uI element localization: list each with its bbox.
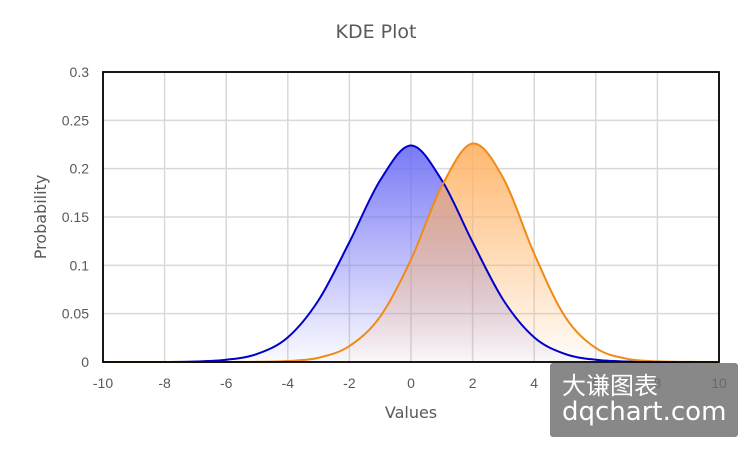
chart-title: KDE Plot: [336, 21, 417, 43]
x-tick-label: 2: [469, 375, 477, 391]
x-tick-label: 4: [530, 375, 538, 391]
y-tick-label: 0.1: [70, 257, 90, 273]
y-tick-label: 0.15: [62, 209, 89, 225]
x-tick-label: -6: [220, 375, 233, 391]
x-axis-title: Values: [385, 403, 437, 422]
x-tick-label: -10: [93, 375, 113, 391]
y-tick-label: 0.2: [70, 161, 90, 177]
x-tick-label: -4: [282, 375, 295, 391]
y-axis-title: Probability: [31, 175, 50, 260]
x-tick-label: -8: [158, 375, 171, 391]
y-tick-label: 0.25: [62, 112, 89, 128]
y-axis-ticks: 0 0.05 0.1 0.15 0.2 0.25 0.3: [62, 64, 89, 370]
watermark: 大谦图表 dqchart.com: [550, 363, 738, 437]
density-areas: [103, 143, 719, 362]
y-tick-label: 0.3: [70, 64, 90, 80]
y-tick-label: 0.05: [62, 306, 89, 322]
watermark-url: dqchart.com: [562, 397, 727, 427]
x-tick-label: -2: [343, 375, 356, 391]
series-2-area: [103, 143, 719, 362]
watermark-brand: 大谦图表: [562, 372, 658, 400]
plot-frame: [102, 71, 720, 363]
x-tick-label: 0: [407, 375, 415, 391]
y-tick-label: 0: [81, 354, 89, 370]
series-1-area: [103, 145, 719, 362]
